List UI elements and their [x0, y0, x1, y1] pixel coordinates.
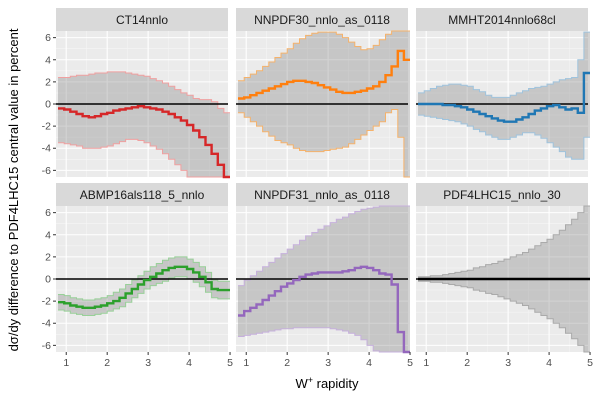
y-tick-label: 4 — [45, 229, 51, 241]
y-tick-label: -6 — [42, 165, 51, 177]
band-upper-edge-mmht2014 — [418, 31, 590, 98]
band-lower-edge-ct14 — [58, 138, 230, 178]
y-tick-label: 6 — [45, 207, 51, 219]
uncertainty-band-abmp16 — [58, 256, 230, 316]
central-line-abmp16 — [58, 265, 230, 309]
x-tick-label: 3 — [145, 357, 151, 369]
y-tick-label: 2 — [45, 251, 51, 263]
x-axis-title-main: W — [295, 376, 308, 391]
y-tick-label: -4 — [42, 143, 51, 155]
panel-nnpdf30: NNPDF30_nnlo_as_0118 — [236, 8, 410, 178]
strip-label-ct14: CT14nnlo — [116, 13, 168, 27]
band-lower-edge-pdf4lhc15 — [418, 280, 590, 353]
x-tick-label: 4 — [366, 357, 372, 369]
y-tick-label: -6 — [42, 340, 51, 352]
panel-nnpdf31: NNPDF31_nnlo_as_0118 1 2 3 4 5 — [236, 183, 413, 369]
x-tick-label: 2 — [104, 357, 110, 369]
x-tick-label: 3 — [325, 357, 331, 369]
y-tick-label: 0 — [45, 274, 51, 286]
y-tick-label: 0 — [45, 99, 51, 111]
x-tick-label: 5 — [227, 357, 233, 369]
panel-mmht2014: MMHT2014nnlo68cl — [416, 8, 590, 177]
band-upper-edge-abmp16 — [58, 256, 230, 301]
x-tick-label: 2 — [284, 357, 290, 369]
central-line-ct14 — [58, 104, 230, 179]
x-tick-label: 3 — [505, 357, 511, 369]
y-tick-label: 4 — [45, 54, 51, 66]
band-upper-edge-pdf4lhc15 — [418, 205, 590, 278]
strip-nnpdf30 — [236, 8, 408, 31]
band-upper-edge-ct14 — [58, 71, 230, 114]
x-axis-title-superscript: + — [308, 375, 313, 385]
x-tick-label: 4 — [546, 357, 552, 369]
band-lower-edge-mmht2014 — [418, 114, 590, 160]
band-upper-edge-nnpdf30 — [238, 30, 410, 82]
y-tick-label: -2 — [42, 121, 51, 133]
x-tick-label: 1 — [423, 357, 429, 369]
panel-pdf4lhc15: PDF4LHC15_nnlo_30 1 2 3 4 5 — [416, 183, 593, 369]
x-tick-label: 2 — [464, 357, 470, 369]
panel-ct14: CT14nnlo -6 -4 -2 0 2 4 6 — [42, 8, 230, 179]
y-axis-title: dσ/dy difference to PDF4LHC15 central va… — [6, 28, 21, 351]
gridlines-abmp16 — [56, 206, 228, 352]
strip-abmp16 — [56, 183, 228, 206]
strip-label-nnpdf31: NNPDF31_nnlo_as_0118 — [254, 188, 390, 202]
x-tick-label: 5 — [407, 357, 413, 369]
facet-panels: CT14nnlo -6 -4 -2 0 2 4 6 NNPDF30_nnlo_as_0118 MM… — [42, 8, 593, 369]
y-tick-label: -4 — [42, 318, 51, 330]
strip-nnpdf31 — [236, 183, 408, 206]
x-axis-title: W+ rapidity — [295, 375, 359, 391]
y-tick-label: -2 — [42, 296, 51, 308]
strip-mmht2014 — [416, 8, 588, 31]
band-lower-edge-nnpdf30 — [238, 109, 410, 178]
x-tick-label: 4 — [186, 357, 192, 369]
band-lower-edge-nnpdf31 — [238, 327, 410, 353]
strip-pdf4lhc15 — [416, 183, 588, 206]
central-line-nnpdf31 — [238, 265, 410, 354]
strip-label-abmp16: ABMP16als118_5_nnlo — [80, 188, 205, 202]
band-lower-edge-abmp16 — [58, 276, 230, 316]
y-tick-label: 2 — [45, 76, 51, 88]
strip-label-mmht2014: MMHT2014nnlo68cl — [448, 13, 555, 27]
central-line-nnpdf30 — [238, 49, 410, 100]
strip-label-pdf4lhc15: PDF4LHC15_nnlo_30 — [443, 188, 561, 202]
y-tick-label: 6 — [45, 32, 51, 44]
x-tick-label: 1 — [63, 357, 69, 369]
x-axis-title-rest: rapidity — [313, 376, 359, 391]
x-tick-label: 5 — [587, 357, 593, 369]
panel-abmp16: ABMP16als118_5_nnlo -6 -4 -2 0 2 4 6 1 2 3 4 5 — [42, 183, 233, 369]
band-upper-edge-nnpdf31 — [238, 205, 410, 287]
x-tick-label: 1 — [243, 357, 249, 369]
strip-ct14 — [56, 8, 228, 31]
uncertainty-band-ct14 — [58, 71, 230, 177]
strip-label-nnpdf30: NNPDF30_nnlo_as_0118 — [254, 13, 390, 27]
uncertainty-band-mmht2014 — [418, 32, 590, 160]
central-line-mmht2014 — [418, 71, 590, 123]
